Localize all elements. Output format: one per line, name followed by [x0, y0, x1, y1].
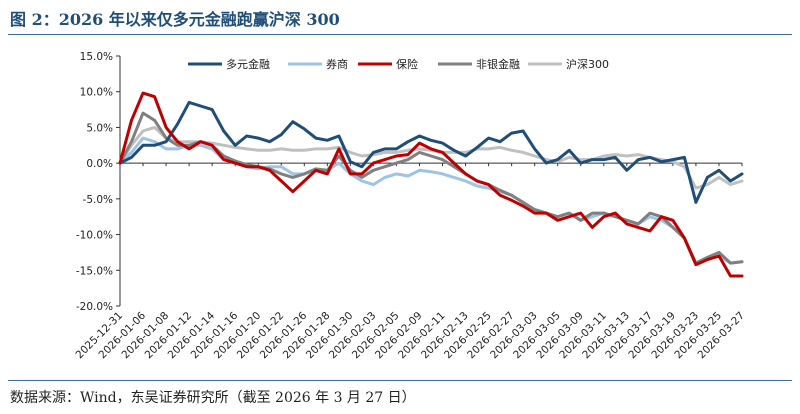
- legend-label-0: 多元金融: [226, 57, 270, 71]
- y-tick-label: -10.0%: [76, 230, 113, 242]
- x-axis: 2025-12-312026-01-062026-01-082026-01-12…: [73, 162, 747, 361]
- y-tick-label: -20.0%: [76, 301, 113, 313]
- figure-title: 图 2：2026 年以来仅多元金融跑赢沪深 300: [10, 10, 340, 29]
- y-tick-label: 15.0%: [80, 51, 113, 63]
- source-rule: [8, 380, 792, 381]
- line-chart: 15.0% 10.0% 5.0% 0.0% -5.0% -10.0% -15.0% -20.0…: [73, 51, 747, 361]
- y-tick-label: -15.0%: [76, 265, 113, 277]
- y-axis: 15.0% 10.0% 5.0% 0.0% -5.0% -10.0% -15.0% -20.0…: [76, 51, 121, 313]
- series-line-0: [118, 100, 744, 204]
- chart-lines: [118, 91, 744, 278]
- y-tick-label: -5.0%: [83, 194, 113, 206]
- y-tick-label: 10.0%: [80, 87, 113, 99]
- y-tick-label: 5.0%: [86, 122, 113, 134]
- legend-label-4: 沪深300: [566, 57, 609, 71]
- source-note: 数据来源：Wind，东吴证券研究所（截至 2026 年 3 月 27 日）: [10, 390, 416, 406]
- y-tick-label: 0.0%: [86, 158, 113, 170]
- series-line-2: [118, 91, 744, 278]
- legend-label-1: 券商: [326, 57, 348, 71]
- title-rule: [8, 34, 792, 35]
- legend-label-3: 非银金融: [476, 57, 520, 71]
- legend-label-2: 保险: [396, 57, 418, 71]
- series-line-3: [118, 111, 744, 265]
- chart-legend: 多元金融 券商 保险 非银金融 沪深300: [188, 57, 609, 71]
